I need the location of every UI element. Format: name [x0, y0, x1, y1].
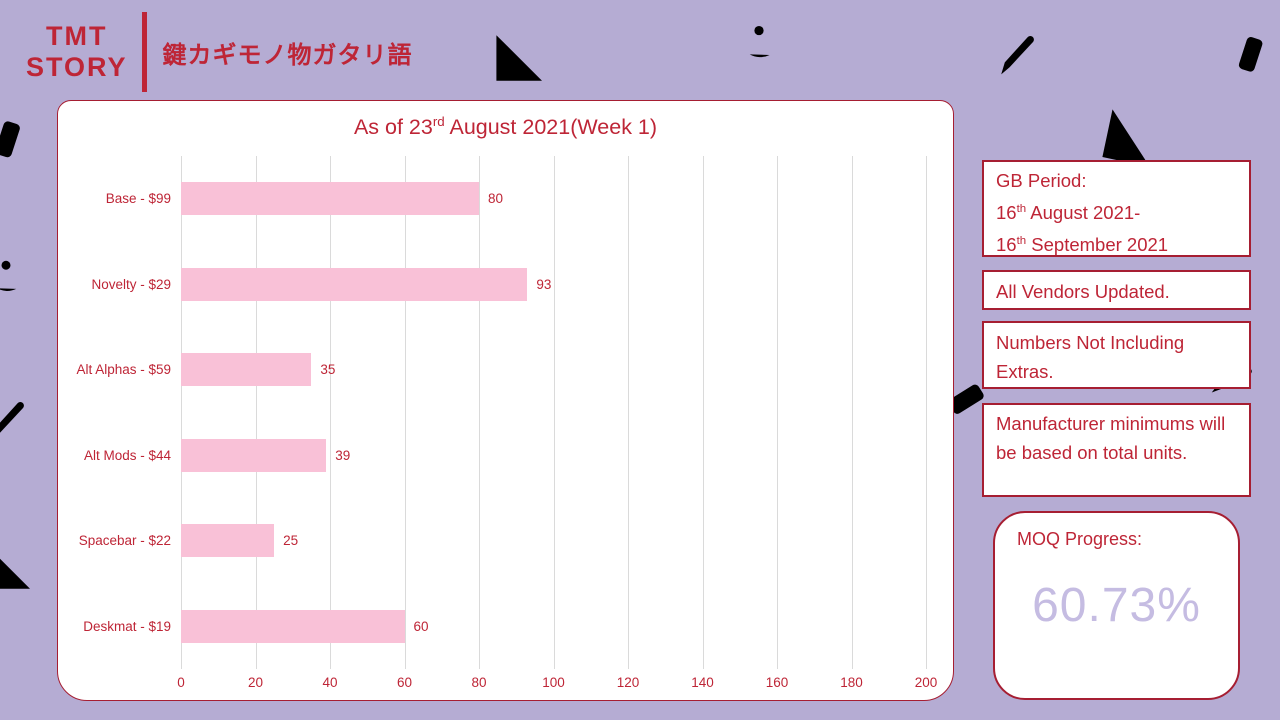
bar-row: 39	[181, 413, 926, 499]
eraser-icon	[1224, 28, 1278, 82]
gridline	[702, 156, 704, 669]
x-axis-tick-label: 40	[322, 675, 338, 690]
gridline	[777, 156, 778, 669]
x-axis-tick-label: 0	[177, 675, 185, 690]
category-label: Novelty - $29	[91, 276, 171, 292]
logo-brand: TMT STORY	[26, 21, 128, 83]
x-axis-tick-label: 60	[396, 675, 413, 690]
bar-row: 25	[181, 498, 926, 584]
category-label: Base - $99	[105, 191, 171, 207]
logo-divider	[141, 12, 147, 92]
gridline	[628, 156, 629, 669]
gb-period-start: 16th August 2021-	[996, 202, 1141, 224]
gb-period-box: GB Period: 16th August 2021- 16th Septem…	[982, 160, 1251, 257]
bar-value-label: 25	[283, 533, 299, 549]
plot-area: 80 93 35 39 25 60	[181, 156, 927, 669]
category-label: Alt Mods - $44	[83, 447, 171, 463]
eraser-icon	[0, 112, 36, 168]
vendors-note-box: All Vendors Updated.	[982, 270, 1251, 310]
gridline	[330, 156, 331, 669]
gridlines	[181, 156, 927, 669]
gridline	[255, 156, 257, 669]
category-axis: Base - $99 Novelty - $29 Alt Alphas - $59 A…	[58, 156, 171, 669]
x-axis-tick-label: 200	[914, 675, 938, 690]
gridline	[851, 156, 853, 669]
pencil-icon	[988, 24, 1048, 84]
x-axis-tick-label: 140	[691, 675, 714, 690]
bar-value-label: 35	[320, 362, 336, 378]
set-square-icon	[488, 28, 548, 88]
minimums-note-box: Manufacturer minimums will be based on t…	[982, 403, 1251, 497]
logo-brand-line1: TMT	[46, 21, 108, 51]
chart-title-ordinal: rd	[432, 114, 445, 129]
bar-row: 35	[181, 327, 926, 413]
bar	[181, 267, 528, 301]
chart-title-text: August 2021(Week 1)	[444, 115, 658, 140]
bar-value-label: 93	[536, 276, 552, 292]
gb-period-label: GB Period:	[996, 170, 1087, 191]
bar	[181, 182, 479, 216]
logo-japanese-text: 鍵カギモノ物ガタリ語	[162, 40, 413, 69]
chart-title-text: As of 23	[353, 115, 433, 140]
bar-value-label: 39	[335, 447, 351, 463]
bar	[181, 524, 275, 558]
gridline	[926, 156, 927, 669]
chart-title: As of 23rd August 2021(Week 1)	[58, 114, 953, 140]
bar-row: 93	[181, 242, 926, 328]
x-axis: 0 20 40 60 80 100 120 140 160 180 200	[177, 675, 937, 697]
moq-progress-card: MOQ Progress: 60.73%	[993, 511, 1240, 700]
bar	[181, 438, 327, 472]
x-axis-tick-label: 100	[542, 675, 565, 690]
compass-icon	[726, 20, 792, 86]
category-label: Deskmat - $19	[83, 618, 171, 634]
bar	[181, 353, 312, 387]
gridline	[553, 156, 555, 669]
compass-icon	[0, 255, 38, 319]
gridline	[404, 156, 406, 669]
set-square-icon	[0, 536, 36, 596]
bar-row: 80	[181, 156, 926, 242]
x-axis-tick-label: 80	[471, 675, 487, 690]
bar-series: 80 93 35 39 25 60	[181, 156, 926, 669]
gridline	[479, 156, 480, 669]
x-axis-tick-label: 120	[616, 675, 640, 690]
bar	[181, 609, 405, 643]
bar-value-label: 60	[413, 618, 429, 634]
extras-note-box: Numbers Not Including Extras.	[982, 321, 1251, 389]
gb-period-end: 16th September 2021	[996, 234, 1169, 256]
bar-row: 60	[181, 584, 926, 670]
chart-card: As of 23rd August 2021(Week 1) Base - $9…	[57, 100, 954, 701]
moq-progress-value: 60.73%	[1032, 579, 1201, 632]
category-label: Alt Alphas - $59	[76, 362, 171, 378]
moq-progress-label: MOQ Progress:	[1017, 529, 1143, 549]
x-axis-tick-label: 20	[247, 675, 264, 690]
x-axis-tick-label: 160	[765, 675, 789, 690]
category-label: Spacebar - $22	[78, 533, 171, 549]
bar-value-label: 80	[488, 191, 504, 207]
pencil-icon	[0, 390, 38, 450]
gridline	[181, 156, 182, 669]
x-axis-tick-label: 180	[840, 675, 863, 690]
logo-brand-line2: STORY	[26, 52, 128, 82]
logo: TMT STORY 鍵カギモノ物ガタリ語	[26, 12, 413, 92]
